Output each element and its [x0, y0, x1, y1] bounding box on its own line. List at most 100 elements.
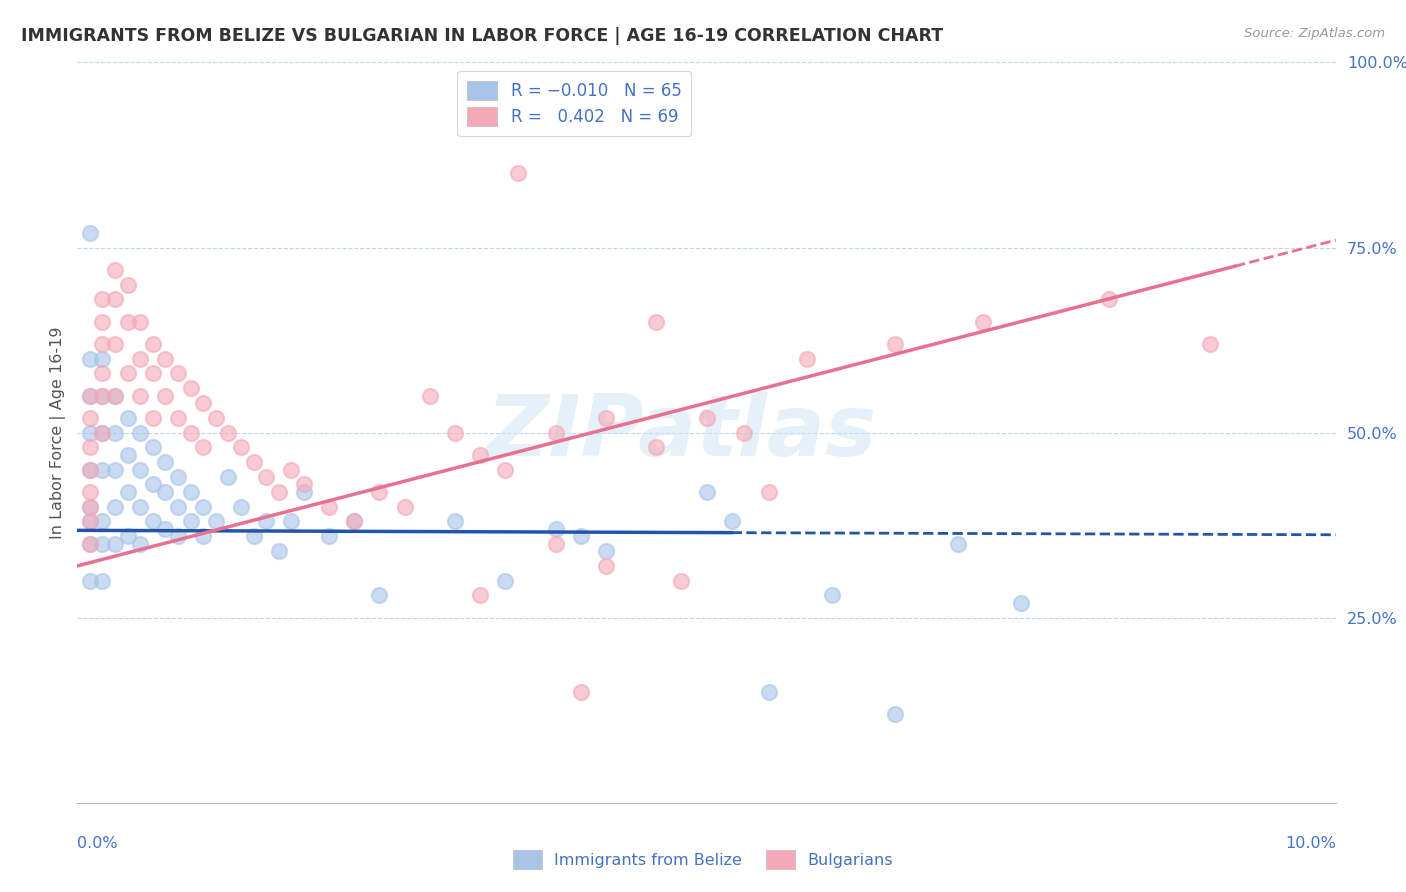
Point	[142, 410, 165, 425]
Point	[419, 389, 441, 403]
Point	[142, 441, 165, 455]
Point	[91, 537, 114, 551]
Point	[292, 484, 315, 499]
Point	[1098, 293, 1121, 307]
Point	[117, 484, 139, 499]
Point	[972, 315, 994, 329]
Point	[79, 389, 101, 403]
Point	[79, 574, 101, 588]
Point	[91, 336, 114, 351]
Point	[242, 455, 264, 469]
Point	[117, 448, 139, 462]
Text: 0.0%: 0.0%	[77, 836, 118, 851]
Point	[104, 500, 127, 514]
Point	[204, 515, 226, 529]
Point	[79, 226, 101, 240]
Point	[444, 425, 467, 440]
Point	[180, 425, 202, 440]
Point	[167, 500, 190, 514]
Point	[142, 367, 165, 381]
Point	[91, 351, 114, 366]
Point	[821, 589, 844, 603]
Point	[394, 500, 416, 514]
Point	[180, 484, 202, 499]
Point	[720, 515, 742, 529]
Point	[155, 455, 177, 469]
Point	[104, 537, 127, 551]
Point	[180, 381, 202, 395]
Point	[191, 500, 215, 514]
Text: Source: ZipAtlas.com: Source: ZipAtlas.com	[1244, 27, 1385, 40]
Point	[79, 389, 101, 403]
Point	[343, 515, 366, 529]
Text: IMMIGRANTS FROM BELIZE VS BULGARIAN IN LABOR FORCE | AGE 16-19 CORRELATION CHART: IMMIGRANTS FROM BELIZE VS BULGARIAN IN L…	[21, 27, 943, 45]
Point	[104, 262, 127, 277]
Point	[79, 537, 101, 551]
Point	[544, 425, 567, 440]
Point	[217, 425, 239, 440]
Point	[155, 351, 177, 366]
Point	[155, 522, 177, 536]
Point	[1199, 336, 1222, 351]
Point	[79, 515, 101, 529]
Point	[129, 500, 152, 514]
Point	[104, 389, 127, 403]
Point	[167, 470, 190, 484]
Point	[129, 389, 152, 403]
Point	[142, 515, 165, 529]
Point	[280, 463, 302, 477]
Point	[91, 463, 114, 477]
Point	[595, 410, 617, 425]
Point	[129, 425, 152, 440]
Point	[79, 500, 101, 514]
Point	[167, 529, 190, 543]
Point	[191, 441, 215, 455]
Point	[267, 544, 290, 558]
Point	[79, 441, 101, 455]
Point	[267, 484, 290, 499]
Point	[645, 441, 668, 455]
Point	[79, 351, 101, 366]
Point	[318, 500, 340, 514]
Y-axis label: In Labor Force | Age 16-19: In Labor Force | Age 16-19	[51, 326, 66, 539]
Point	[91, 389, 114, 403]
Point	[368, 484, 391, 499]
Point	[142, 336, 165, 351]
Point	[142, 477, 165, 491]
Point	[758, 484, 780, 499]
Point	[117, 367, 139, 381]
Legend: Immigrants from Belize, Bulgarians: Immigrants from Belize, Bulgarians	[506, 844, 900, 875]
Point	[569, 529, 592, 543]
Point	[217, 470, 239, 484]
Point	[884, 336, 907, 351]
Point	[155, 484, 177, 499]
Point	[444, 515, 467, 529]
Point	[129, 537, 152, 551]
Point	[280, 515, 302, 529]
Point	[79, 410, 101, 425]
Point	[104, 389, 127, 403]
Point	[229, 441, 252, 455]
Point	[796, 351, 818, 366]
Point	[117, 529, 139, 543]
Point	[544, 537, 567, 551]
Point	[91, 389, 114, 403]
Point	[129, 463, 152, 477]
Point	[79, 537, 101, 551]
Point	[167, 410, 190, 425]
Point	[494, 574, 516, 588]
Point	[167, 367, 190, 381]
Point	[155, 389, 177, 403]
Point	[468, 448, 491, 462]
Point	[884, 706, 907, 721]
Point	[91, 315, 114, 329]
Point	[343, 515, 366, 529]
Point	[544, 522, 567, 536]
Point	[242, 529, 264, 543]
Point	[104, 336, 127, 351]
Point	[79, 463, 101, 477]
Point	[696, 484, 718, 499]
Point	[671, 574, 693, 588]
Point	[91, 515, 114, 529]
Point	[117, 277, 139, 292]
